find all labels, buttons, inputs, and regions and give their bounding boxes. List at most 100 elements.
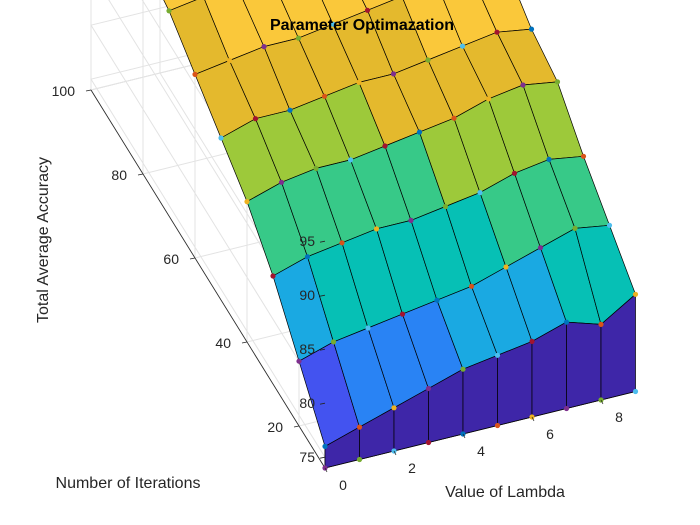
data-point bbox=[390, 71, 397, 77]
data-point bbox=[261, 44, 267, 50]
x-tick-label: 8 bbox=[615, 409, 623, 425]
data-point bbox=[632, 291, 639, 297]
y-tick-mark bbox=[85, 89, 92, 92]
surface-patch bbox=[566, 321, 602, 409]
x-axis-label: Value of Lambda bbox=[445, 484, 565, 501]
data-point bbox=[252, 116, 259, 122]
z-tick-label: 90 bbox=[299, 287, 315, 303]
z-tick-label: 80 bbox=[299, 395, 315, 411]
data-point bbox=[278, 179, 285, 185]
x-tick-mark bbox=[600, 399, 604, 405]
x-tick-label: 6 bbox=[546, 426, 554, 442]
data-point bbox=[287, 107, 293, 113]
y-tick-mark bbox=[189, 257, 196, 260]
chart-title: Parameter Optimazation bbox=[270, 17, 454, 34]
data-point bbox=[546, 156, 552, 162]
data-point bbox=[434, 297, 440, 303]
y-tick-mark bbox=[137, 173, 144, 176]
data-point bbox=[485, 96, 492, 102]
x-tick-mark bbox=[324, 467, 328, 473]
y-tick-mark bbox=[241, 341, 248, 344]
data-point bbox=[460, 366, 466, 372]
data-point bbox=[218, 135, 224, 141]
data-point bbox=[606, 222, 613, 228]
data-point bbox=[339, 240, 345, 246]
data-point bbox=[494, 422, 501, 429]
data-point bbox=[563, 405, 570, 412]
y-tick-label: 60 bbox=[163, 251, 179, 267]
data-point bbox=[494, 352, 501, 358]
data-point bbox=[563, 319, 570, 325]
y-tick-label: 40 bbox=[215, 335, 231, 351]
data-point bbox=[572, 225, 578, 231]
data-point bbox=[598, 321, 604, 327]
z-gridline bbox=[108, 0, 326, 350]
surface-patch bbox=[497, 341, 533, 426]
data-point bbox=[166, 8, 172, 14]
y-axis-label: Number of Iterations bbox=[56, 475, 201, 492]
x-tick-label: 2 bbox=[408, 460, 416, 476]
data-point bbox=[451, 115, 457, 121]
data-point bbox=[632, 388, 639, 395]
data-point bbox=[529, 338, 535, 344]
data-point bbox=[425, 439, 432, 446]
y-tick-label: 20 bbox=[267, 419, 283, 435]
data-point bbox=[295, 35, 302, 41]
data-point bbox=[322, 443, 328, 449]
data-point bbox=[503, 264, 509, 270]
z-tick-label: 95 bbox=[299, 233, 315, 249]
data-point bbox=[382, 143, 388, 149]
x-tick-mark bbox=[531, 416, 535, 422]
data-point bbox=[528, 26, 535, 32]
data-point bbox=[494, 29, 500, 35]
data-point bbox=[425, 385, 432, 392]
data-point bbox=[511, 170, 518, 176]
data-point bbox=[477, 190, 483, 196]
data-point bbox=[459, 43, 466, 49]
data-point bbox=[580, 153, 587, 159]
x-tick-label: 4 bbox=[477, 443, 485, 459]
data-point bbox=[399, 311, 406, 317]
data-point bbox=[391, 405, 397, 411]
z-tick-mark bbox=[319, 294, 326, 297]
z-tick-mark bbox=[319, 240, 326, 243]
data-point bbox=[364, 7, 371, 13]
z-tick-label: 85 bbox=[299, 341, 315, 357]
data-point bbox=[296, 358, 302, 364]
y-tick-label: 80 bbox=[111, 167, 127, 183]
data-point bbox=[244, 199, 250, 205]
z-tick-mark bbox=[319, 456, 326, 459]
data-point bbox=[321, 93, 328, 99]
z-axis-label: Total Average Accuracy bbox=[35, 157, 52, 323]
data-point bbox=[304, 254, 311, 260]
data-point bbox=[442, 203, 449, 210]
z-tick-label: 75 bbox=[299, 449, 315, 465]
data-point bbox=[226, 57, 233, 64]
data-point bbox=[356, 456, 363, 463]
data-point bbox=[356, 79, 362, 85]
y-tick-label: 100 bbox=[52, 83, 76, 99]
data-point bbox=[373, 226, 380, 232]
z-gridline bbox=[90, 0, 326, 404]
data-point bbox=[520, 82, 526, 88]
x-tick-mark bbox=[393, 450, 397, 456]
data-point bbox=[330, 339, 337, 345]
data-point bbox=[192, 71, 198, 77]
data-point bbox=[425, 57, 431, 63]
data-point bbox=[330, 21, 336, 27]
z-tick-mark bbox=[319, 402, 326, 405]
y-tick-mark bbox=[293, 425, 300, 428]
data-point bbox=[468, 283, 475, 289]
data-point bbox=[416, 129, 423, 135]
data-point bbox=[270, 273, 276, 279]
data-point bbox=[347, 157, 354, 163]
z-tick-mark bbox=[319, 348, 326, 351]
x-tick-label: 0 bbox=[339, 477, 347, 493]
surface-patch bbox=[462, 354, 498, 435]
y-axis-line bbox=[90, 89, 326, 469]
data-point bbox=[537, 245, 544, 251]
data-point bbox=[313, 165, 319, 171]
data-point bbox=[554, 79, 561, 85]
data-markers bbox=[166, 7, 639, 471]
